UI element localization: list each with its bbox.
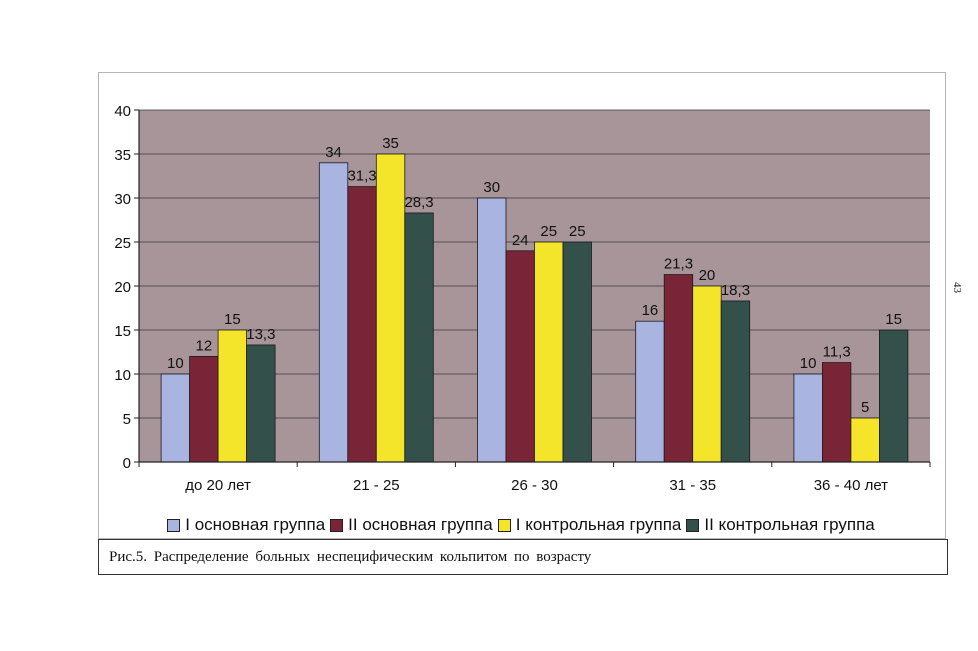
- y-tick-label: 0: [123, 455, 131, 472]
- bar: [477, 197, 507, 463]
- data-label: 20: [699, 267, 716, 284]
- legend-item-series-2: II основная группа: [330, 515, 493, 535]
- page-number: 43: [951, 282, 963, 293]
- y-tick-label: 5: [123, 411, 131, 428]
- bar: [793, 373, 823, 463]
- legend-item-series-1: I основная группа: [167, 515, 325, 535]
- bar: [404, 212, 434, 463]
- x-tick-label: 21 - 25: [353, 477, 400, 494]
- bar: [160, 373, 190, 463]
- legend-swatch-series-2: [330, 518, 344, 532]
- data-label: 12: [196, 337, 213, 354]
- bar: [562, 241, 592, 463]
- data-label: 34: [325, 144, 342, 161]
- y-tick-label: 35: [114, 147, 131, 164]
- data-label: 18,3: [721, 282, 750, 299]
- bar: [246, 344, 276, 463]
- legend-label-series-1: I основная группа: [185, 515, 326, 534]
- bar: [692, 285, 722, 463]
- y-tick-label: 15: [114, 323, 131, 340]
- y-tick-label: 10: [114, 367, 131, 384]
- legend-item-series-4: II контрольная группа: [686, 515, 875, 535]
- bar: [822, 362, 852, 463]
- bar: [189, 355, 219, 463]
- bar: [534, 241, 564, 463]
- bar: [635, 320, 665, 463]
- chart-frame: 0 5 10 15 20 25 30 35 40 до 20 лет 21 - 25 26 - 30 3…: [98, 72, 946, 539]
- y-tick-label: 40: [114, 103, 131, 120]
- y-tick-label: 20: [114, 279, 131, 296]
- bar: [879, 329, 909, 463]
- data-label: 25: [540, 223, 557, 240]
- data-label: 16: [642, 302, 659, 319]
- bar: [850, 417, 880, 463]
- data-label: 11,3: [823, 344, 851, 361]
- legend-swatch-series-3: [497, 518, 511, 532]
- data-label: 25: [569, 223, 586, 240]
- bar: [217, 329, 247, 463]
- data-label: 30: [483, 179, 500, 196]
- data-label: 31,3: [347, 168, 376, 185]
- axes: 0 5 10 15 20 25 30 35 40 до 20 лет 21 - 25 26 - 30 3…: [114, 103, 931, 494]
- legend-item-series-3: I контрольная группа: [497, 515, 682, 535]
- data-label: 15: [224, 311, 241, 328]
- data-label: 5: [861, 399, 869, 416]
- data-label: 21,3: [664, 256, 693, 273]
- data-label: 10: [167, 355, 184, 372]
- bar: [318, 162, 349, 463]
- bar: [375, 153, 406, 463]
- bar-chart: 0 5 10 15 20 25 30 35 40 до 20 лет 21 - 25 26 - 30 3…: [114, 103, 931, 494]
- x-tick-label: 31 - 35: [669, 477, 716, 494]
- data-label: 13,3: [246, 326, 275, 343]
- bar: [720, 300, 751, 463]
- x-tick-label: до 20 лет: [185, 477, 251, 494]
- legend-swatch-series-1: [167, 518, 181, 532]
- legend: I основная группа II основная группа I к…: [100, 512, 942, 538]
- bars: [160, 153, 909, 463]
- bar: [347, 186, 377, 463]
- y-tick-label: 30: [114, 191, 131, 208]
- y-tick-label: 25: [114, 235, 131, 252]
- data-label: 35: [382, 135, 399, 152]
- bar: [663, 274, 694, 463]
- data-label: 10: [800, 355, 817, 372]
- x-tick-label: 36 - 40 лет: [814, 477, 888, 494]
- legend-label-series-2: II основная группа: [348, 515, 493, 534]
- data-label: 15: [885, 311, 902, 328]
- bar: [505, 250, 535, 463]
- legend-swatch-series-4: [686, 518, 700, 532]
- legend-label-series-4: II контрольная группа: [704, 515, 875, 534]
- data-labels: 10 12 15 13,3 34 31,3 35 28,3 30 24 25 25 16 21,3 20 18…: [167, 135, 902, 416]
- figure-caption: Рис.5. Распределение больных неспецифиче…: [98, 539, 948, 575]
- legend-label-series-3: I контрольная группа: [515, 515, 682, 534]
- x-tick-label: 26 - 30: [511, 477, 558, 494]
- data-label: 24: [512, 232, 529, 249]
- data-label: 28,3: [404, 194, 433, 211]
